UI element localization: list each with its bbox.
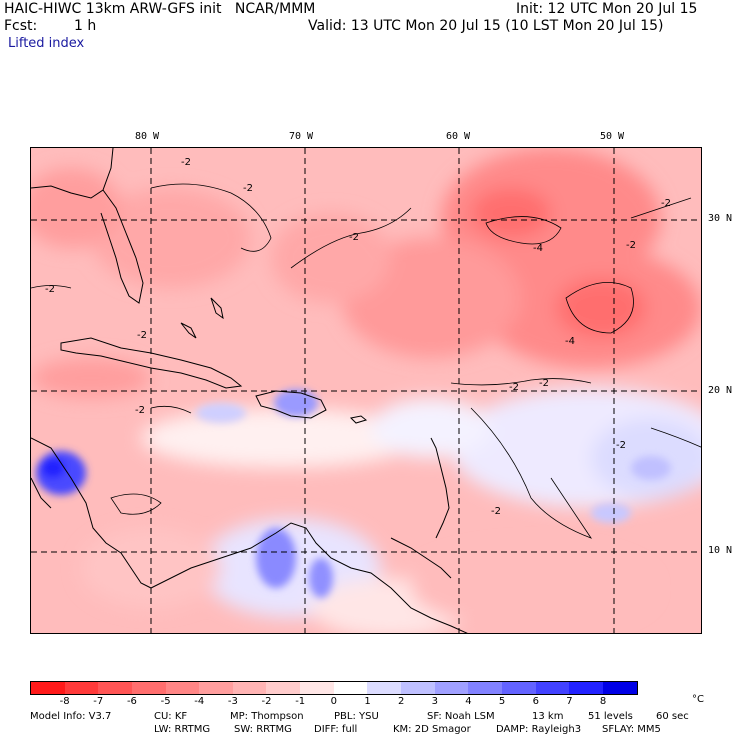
contour-label: -2 — [509, 382, 519, 393]
forecast-label: Fcst: — [4, 18, 38, 34]
colorbar-tick-label: 6 — [532, 696, 539, 707]
contour-label: -4 — [565, 336, 575, 347]
colorbar-tick-label: 0 — [330, 696, 338, 707]
colorbar-units: °C — [692, 694, 704, 705]
colorbar-tick-label: 8 — [599, 696, 607, 707]
colorbar-swatch — [199, 682, 233, 694]
contour-label: -2 — [349, 232, 359, 243]
colorbar-tick-label: -8 — [59, 696, 70, 707]
model-title: HAIC-HIWC 13km ARW-GFS init NCAR/MMM — [4, 1, 316, 17]
colorbar-tick-label: -7 — [93, 696, 104, 707]
colorbar-swatch — [300, 682, 334, 694]
cumulus-scheme: CU: KF — [154, 711, 188, 722]
colorbar-tick-label: 1 — [364, 696, 371, 707]
colorbar-swatch — [434, 682, 469, 694]
valid-time: Valid: 13 UTC Mon 20 Jul 15 (10 LST Mon … — [308, 18, 664, 34]
colorbar-tick-label: 3 — [431, 696, 438, 707]
km-option: KM: 2D Smagor — [393, 724, 471, 735]
contour-label: -2 — [661, 198, 671, 209]
pbl-scheme: PBL: YSU — [334, 711, 379, 722]
lon-label-80w: 80 W — [135, 131, 160, 142]
longwave-scheme: LW: RRTMG — [154, 724, 211, 735]
lifted-index-map: -2 -2 -2 -2 -2 -4 -4 -2 -2 -2 -2 -2 -2 -… — [30, 147, 702, 634]
colorbar-swatch — [131, 682, 166, 694]
contour-label: -2 — [45, 284, 55, 295]
field-name: Lifted index — [8, 36, 85, 51]
lat-label-30n: 30 N — [708, 213, 733, 224]
colorbar-swatch — [602, 682, 637, 694]
colorbar-swatch — [401, 682, 435, 694]
time-step: 60 sec — [656, 711, 689, 722]
colorbar-swatch — [367, 682, 402, 694]
lon-label-70w: 70 W — [289, 131, 314, 142]
colorbar-tick-label: -3 — [227, 696, 238, 707]
grid-spacing: 13 km — [532, 711, 564, 722]
colorbar-swatch — [98, 682, 132, 694]
colorbar-tick-label: 5 — [498, 696, 506, 707]
colorbar-tick-label: -4 — [194, 696, 205, 707]
colorbar-swatch — [569, 682, 603, 694]
colorbar-swatch — [266, 682, 301, 694]
colorbar-swatch — [64, 682, 99, 694]
colorbar-swatch — [535, 682, 570, 694]
colorbar-tick-label: -6 — [126, 696, 137, 707]
colorbar-swatch — [333, 682, 368, 694]
contours — [31, 183, 701, 539]
shaded-field — [31, 148, 701, 633]
lat-label-20n: 20 N — [708, 385, 733, 396]
shortwave-scheme: SW: RRTMG — [234, 724, 292, 735]
contour-label: -2 — [491, 506, 501, 517]
colorbar-swatch — [232, 682, 267, 694]
lon-label-50w: 50 W — [600, 131, 625, 142]
diffusion-option: DIFF: full — [314, 724, 358, 735]
vertical-levels: 51 levels — [588, 711, 633, 722]
contour-label: -2 — [137, 330, 147, 341]
colorbar-tick-label: 7 — [566, 696, 573, 707]
colorbar-swatch — [501, 682, 536, 694]
forecast-hour: 1 h — [74, 18, 97, 34]
coastlines — [31, 148, 468, 633]
init-time: Init: 12 UTC Mon 20 Jul 15 — [516, 1, 698, 17]
lon-label-60w: 60 W — [446, 131, 471, 142]
colorbar-swatch — [468, 682, 502, 694]
model-version: Model Info: V3.7 — [30, 711, 112, 722]
contour-label: -4 — [533, 243, 543, 254]
graticule — [31, 148, 701, 633]
surface-scheme: SF: Noah LSM — [427, 711, 495, 722]
lat-label-10n: 10 N — [708, 545, 733, 556]
colorbar-tick-label: 4 — [465, 696, 472, 707]
contour-label: -2 — [539, 378, 549, 389]
colorbar-tick-label: -5 — [160, 696, 171, 707]
contour-label: -2 — [243, 183, 253, 194]
microphysics-scheme: MP: Thompson — [230, 711, 304, 722]
colorbar-swatch — [31, 682, 65, 694]
contour-label: -2 — [616, 440, 626, 451]
surface-layer-option: SFLAY: MM5 — [602, 724, 661, 735]
colorbar-tick-label: -1 — [295, 696, 306, 707]
contour-label: -2 — [135, 405, 145, 416]
damping-option: DAMP: Rayleigh3 — [496, 724, 582, 735]
colorbar-swatch — [165, 682, 200, 694]
colorbar-tick-label: -2 — [261, 696, 272, 707]
contour-label: -2 — [181, 157, 191, 168]
colorbar-tick-label: 2 — [397, 696, 405, 707]
blue-cells — [36, 389, 671, 598]
contour-label: -2 — [626, 240, 636, 251]
colorbar — [30, 681, 638, 695]
